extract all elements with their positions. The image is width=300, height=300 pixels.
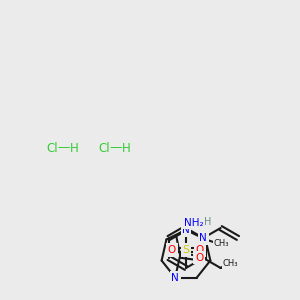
Text: Cl: Cl xyxy=(98,142,110,154)
Text: NH₂: NH₂ xyxy=(184,218,204,227)
Text: CH₃: CH₃ xyxy=(223,259,239,268)
Text: O: O xyxy=(195,253,203,262)
Text: CH₃: CH₃ xyxy=(214,239,229,248)
Text: N: N xyxy=(200,233,207,243)
Text: —: — xyxy=(58,142,70,154)
Text: N: N xyxy=(171,272,179,283)
Text: O: O xyxy=(168,245,176,255)
Text: N: N xyxy=(182,225,190,235)
Text: —: — xyxy=(110,142,122,154)
Text: O: O xyxy=(196,245,204,255)
Text: N: N xyxy=(182,225,190,235)
Text: H: H xyxy=(70,142,78,154)
Text: H: H xyxy=(122,142,130,154)
Text: S: S xyxy=(182,245,190,255)
Text: Cl: Cl xyxy=(46,142,58,154)
Text: H: H xyxy=(205,217,212,226)
